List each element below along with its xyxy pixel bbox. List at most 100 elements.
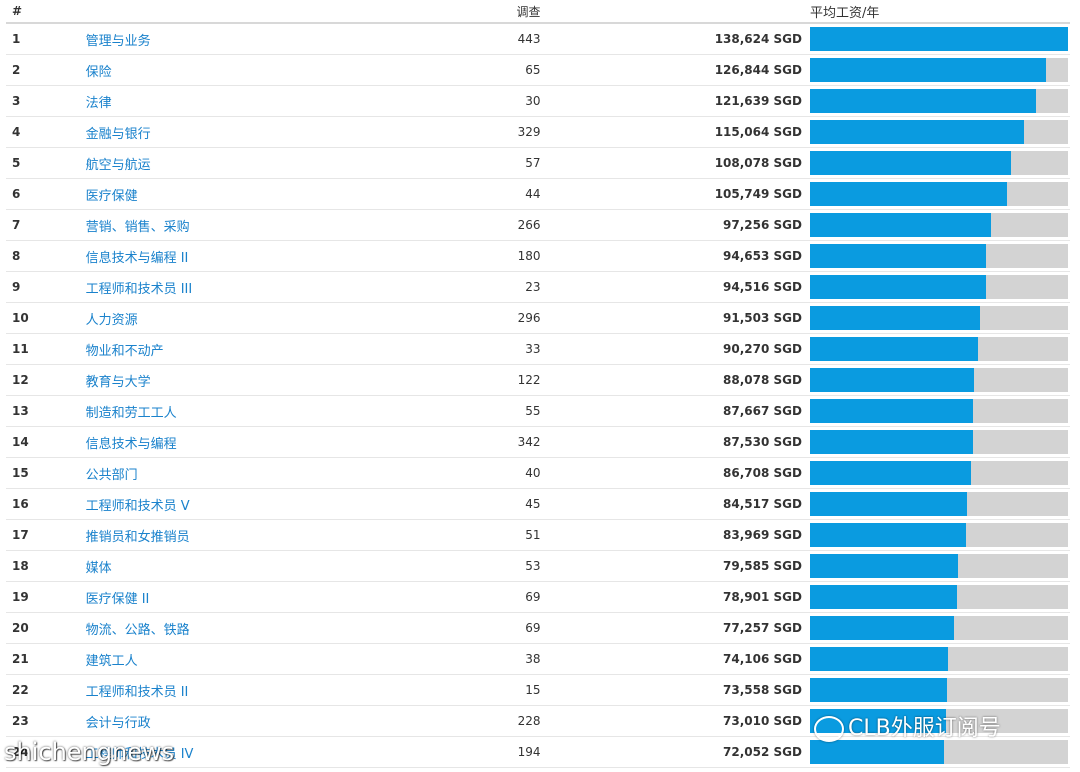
row-bar-cell xyxy=(809,519,1070,551)
row-bar-cell xyxy=(809,271,1070,303)
row-bar-cell xyxy=(809,488,1070,520)
row-name-cell: 信息技术与编程 II xyxy=(85,240,444,272)
row-salary: 87,530 SGD xyxy=(540,426,810,458)
table-row: 1 管理与业务 443 138,624 SGD xyxy=(6,23,1070,55)
occupation-link[interactable]: 会计与行政 xyxy=(85,715,151,731)
occupation-link[interactable]: 人力资源 xyxy=(85,312,138,328)
row-salary: 78,901 SGD xyxy=(540,581,810,613)
salary-bar xyxy=(809,58,1068,82)
table-row: 20 物流、公路、铁路 69 77,257 SGD xyxy=(6,612,1070,644)
row-name-cell: 会计与行政 xyxy=(85,705,444,737)
row-name-cell: 物流、公路、铁路 xyxy=(85,612,444,644)
occupation-link[interactable]: 管理与业务 xyxy=(85,33,151,49)
occupation-link[interactable]: 建筑工人 xyxy=(85,653,138,669)
row-survey-count: 69 xyxy=(443,612,541,644)
row-name-cell: 工程师和技术员 IV xyxy=(85,736,444,768)
row-survey-count: 30 xyxy=(443,85,541,117)
row-bar-cell xyxy=(809,85,1070,117)
row-salary: 97,256 SGD xyxy=(540,209,810,241)
row-rank: 10 xyxy=(6,302,86,334)
row-name-cell: 保险 xyxy=(85,54,444,86)
salary-bar xyxy=(809,740,1068,764)
occupation-link[interactable]: 保险 xyxy=(85,64,112,80)
row-survey-count: 342 xyxy=(443,426,541,458)
row-bar-cell xyxy=(809,705,1070,737)
table-row: 21 建筑工人 38 74,106 SGD xyxy=(6,643,1070,675)
row-survey-count: 266 xyxy=(443,209,541,241)
row-name-cell: 医疗保健 II xyxy=(85,581,444,613)
row-salary: 94,653 SGD xyxy=(540,240,810,272)
row-survey-count: 51 xyxy=(443,519,541,551)
occupation-link[interactable]: 金融与银行 xyxy=(85,126,151,142)
occupation-link[interactable]: 工程师和技术员 IV xyxy=(85,746,194,762)
table-row: 14 信息技术与编程 342 87,530 SGD xyxy=(6,426,1070,458)
row-rank: 11 xyxy=(6,333,86,365)
occupation-link[interactable]: 医疗保健 II xyxy=(85,591,150,607)
row-name-cell: 工程师和技术员 V xyxy=(85,488,444,520)
wechat-icon xyxy=(814,716,844,742)
row-survey-count: 53 xyxy=(443,550,541,582)
header-survey[interactable]: 调查 xyxy=(443,0,541,24)
table-row: 13 制造和劳工工人 55 87,667 SGD xyxy=(6,395,1070,427)
row-rank: 20 xyxy=(6,612,86,644)
row-rank: 23 xyxy=(6,705,86,737)
table-row: 24 工程师和技术员 IV 194 72,052 SGD xyxy=(6,736,1070,768)
row-salary: 74,106 SGD xyxy=(540,643,810,675)
row-bar-cell xyxy=(809,736,1070,768)
occupation-link[interactable]: 信息技术与编程 xyxy=(85,436,177,452)
table-row: 5 航空与航运 57 108,078 SGD xyxy=(6,147,1070,179)
occupation-link[interactable]: 营销、销售、采购 xyxy=(85,219,190,235)
table-row: 2 保险 65 126,844 SGD xyxy=(6,54,1070,86)
row-salary: 91,503 SGD xyxy=(540,302,810,334)
occupation-link[interactable]: 媒体 xyxy=(85,560,112,576)
occupation-link[interactable]: 航空与航运 xyxy=(85,157,151,173)
table-row: 4 金融与银行 329 115,064 SGD xyxy=(6,116,1070,148)
occupation-link[interactable]: 法律 xyxy=(85,95,112,111)
occupation-link[interactable]: 信息技术与编程 II xyxy=(85,250,189,266)
salary-bar xyxy=(809,151,1068,175)
row-salary: 72,052 SGD xyxy=(540,736,810,768)
occupation-link[interactable]: 公共部门 xyxy=(85,467,138,483)
row-rank: 14 xyxy=(6,426,86,458)
occupation-link[interactable]: 教育与大学 xyxy=(85,374,151,390)
row-rank: 12 xyxy=(6,364,86,396)
occupation-link[interactable]: 工程师和技术员 II xyxy=(85,684,189,700)
header-salary[interactable]: 平均工资/年 xyxy=(809,0,1070,24)
salary-bar-fill xyxy=(809,554,959,578)
occupation-link[interactable]: 医疗保健 xyxy=(85,188,138,204)
salary-bar xyxy=(809,554,1068,578)
row-name-cell: 医疗保健 xyxy=(85,178,444,210)
occupation-link[interactable]: 工程师和技术员 III xyxy=(85,281,193,297)
table-row: 16 工程师和技术员 V 45 84,517 SGD xyxy=(6,488,1070,520)
row-rank: 17 xyxy=(6,519,86,551)
occupation-link[interactable]: 推销员和女推销员 xyxy=(85,529,190,545)
salary-bar xyxy=(809,585,1068,609)
row-survey-count: 65 xyxy=(443,54,541,86)
row-salary: 138,624 SGD xyxy=(540,23,810,55)
row-salary: 108,078 SGD xyxy=(540,147,810,179)
occupation-link[interactable]: 工程师和技术员 V xyxy=(85,498,190,514)
salary-bar-fill xyxy=(809,89,1037,113)
table-row: 12 教育与大学 122 88,078 SGD xyxy=(6,364,1070,396)
row-survey-count: 33 xyxy=(443,333,541,365)
salary-bar xyxy=(809,244,1068,268)
salary-bar xyxy=(809,306,1068,330)
row-bar-cell xyxy=(809,54,1070,86)
table-row: 17 推销员和女推销员 51 83,969 SGD xyxy=(6,519,1070,551)
table-row: 18 媒体 53 79,585 SGD xyxy=(6,550,1070,582)
occupation-link[interactable]: 制造和劳工工人 xyxy=(85,405,177,421)
occupation-link[interactable]: 物业和不动产 xyxy=(85,343,164,359)
row-name-cell: 营销、销售、采购 xyxy=(85,209,444,241)
table-row: 6 医疗保健 44 105,749 SGD xyxy=(6,178,1070,210)
row-survey-count: 296 xyxy=(443,302,541,334)
table-row: 11 物业和不动产 33 90,270 SGD xyxy=(6,333,1070,365)
salary-bar-fill xyxy=(809,27,1068,51)
row-bar-cell xyxy=(809,240,1070,272)
occupation-link[interactable]: 物流、公路、铁路 xyxy=(85,622,190,638)
row-survey-count: 122 xyxy=(443,364,541,396)
row-survey-count: 228 xyxy=(443,705,541,737)
row-survey-count: 38 xyxy=(443,643,541,675)
row-rank: 4 xyxy=(6,116,86,148)
salary-table: # 调查 平均工资/年 1 管理与业务 443 138,624 SGD 2 保险 65 126… xyxy=(6,0,1070,768)
salary-bar-fill xyxy=(809,306,981,330)
